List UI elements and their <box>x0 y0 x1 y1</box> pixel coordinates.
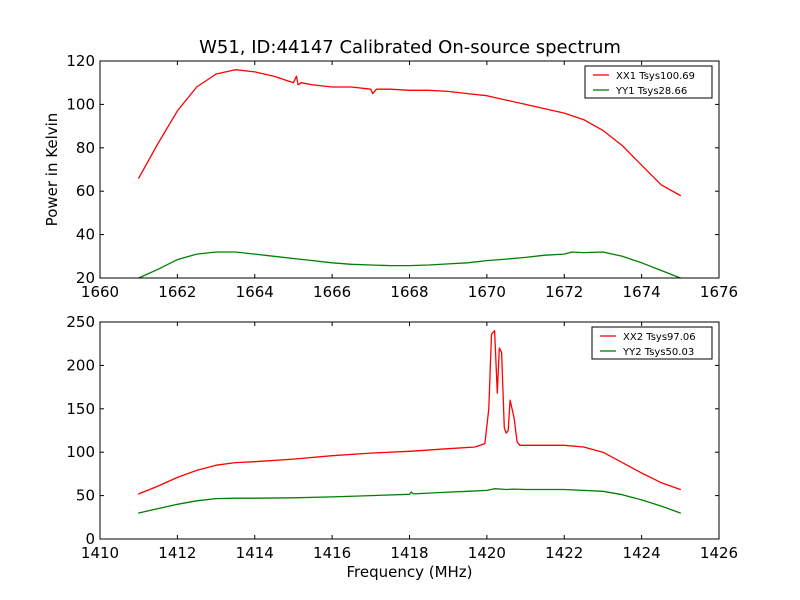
x-tick-label: 1418 <box>390 544 428 562</box>
x-tick-label: 1664 <box>236 283 274 301</box>
legend-box <box>584 65 713 99</box>
y-tick-label: 20 <box>76 269 95 287</box>
y-tick-label: 150 <box>66 400 95 418</box>
legend-box <box>591 326 713 360</box>
y-tick-label: 200 <box>66 356 95 374</box>
x-tick-label: 1668 <box>390 283 428 301</box>
legend-label-yy: YY1 Tsys28.66 <box>615 86 687 97</box>
x-tick-label: 1674 <box>623 283 661 301</box>
series-line-1-xx <box>138 69 681 197</box>
x-axis-label: Frequency (MHz) <box>346 563 472 581</box>
x-tick-label: 1424 <box>623 544 661 562</box>
y-tick-label: 100 <box>66 95 95 113</box>
y-tick-label: 80 <box>76 139 95 157</box>
x-tick-label: 1412 <box>158 544 196 562</box>
x-tick-label: 1410 <box>81 544 119 562</box>
bottom-spectrum-panel: 1410 1412 1414 1416 1418 1420 1422 1424 1426 0 50 1… <box>66 313 738 581</box>
y-tick-label: 100 <box>66 443 95 461</box>
y-tick-label: 60 <box>76 182 95 200</box>
y-tick-label: 0 <box>85 530 95 548</box>
x-tick-label: 1660 <box>81 283 119 301</box>
x-tick-label: 1672 <box>545 283 583 301</box>
y-tick-label: 250 <box>66 313 95 331</box>
legend-label-xx: XX2 Tsys97.06 <box>623 332 696 343</box>
x-tick-label: 1416 <box>313 544 351 562</box>
series-line-2-xx <box>138 330 681 495</box>
y-axis-label: Power in Kelvin <box>43 113 61 227</box>
x-tick-label: 1670 <box>468 283 506 301</box>
y-tick-label: 120 <box>66 52 95 70</box>
top-spectrum-panel: 1660 1662 1664 1666 1668 1670 1672 1674 1676 20 40… <box>43 52 738 301</box>
y-tick-label: 40 <box>76 226 95 244</box>
x-tick-label: 1422 <box>545 544 583 562</box>
x-tick-label: 1420 <box>468 544 506 562</box>
x-tick-label: 1666 <box>313 283 351 301</box>
x-tick-label: 1662 <box>158 283 196 301</box>
x-tick-label: 1426 <box>700 544 738 562</box>
x-tick-label: 1676 <box>700 283 738 301</box>
figure-title: W51, ID:44147 Calibrated On-source spect… <box>199 37 621 58</box>
legend-label-xx: XX1 Tsys100.69 <box>616 71 695 82</box>
legend-label-yy: YY2 Tsys50.03 <box>622 347 694 358</box>
x-tick-label: 1414 <box>236 544 274 562</box>
legend-1: XX1 Tsys100.69 YY1 Tsys28.66 <box>584 65 713 99</box>
y-tick-label: 50 <box>76 487 95 505</box>
legend-2: XX2 Tsys97.06 YY2 Tsys50.03 <box>591 326 713 360</box>
series-line-2-yy <box>138 488 681 514</box>
series-line-1-yy <box>138 251 681 279</box>
